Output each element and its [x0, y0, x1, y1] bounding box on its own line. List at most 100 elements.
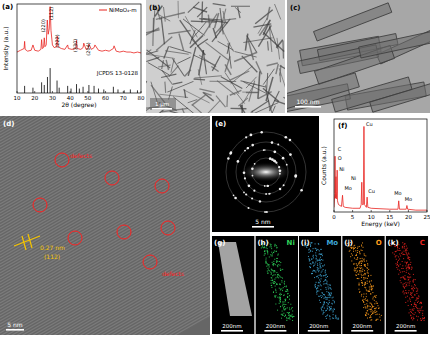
element-signal — [324, 308, 325, 309]
element-signal — [274, 283, 275, 284]
element-signal — [309, 249, 310, 250]
element-signal — [316, 250, 317, 251]
element-signal — [271, 269, 272, 270]
peak-label: (330) — [72, 39, 78, 52]
element-signal — [374, 300, 375, 301]
element-signal — [325, 280, 326, 281]
element-signal — [317, 260, 318, 261]
element-signal — [370, 286, 371, 287]
lattice-fringe — [0, 249, 210, 335]
element-signal — [327, 305, 328, 306]
element-signal — [280, 297, 281, 298]
element-signal — [275, 282, 276, 283]
element-signal — [280, 298, 281, 299]
element-signal — [273, 261, 274, 262]
nanowire — [280, 66, 285, 79]
element-signal — [279, 276, 280, 277]
element-signal — [365, 273, 366, 274]
element-signal — [368, 276, 369, 277]
reference-stick — [83, 87, 84, 93]
element-signal — [321, 253, 322, 254]
element-signal — [329, 309, 330, 310]
peak-label: Ni — [339, 166, 344, 172]
nanowire — [245, 34, 247, 51]
element-signal — [332, 297, 333, 298]
element-signal — [359, 283, 360, 284]
diffraction-spot — [300, 189, 303, 192]
element-signal — [356, 268, 357, 269]
element-signal — [324, 303, 325, 304]
lattice-fringe — [0, 116, 210, 210]
element-signal — [406, 250, 407, 251]
element-signal — [284, 309, 285, 310]
element-signal — [310, 245, 311, 246]
element-signal — [317, 260, 318, 261]
reference-stick — [130, 89, 131, 93]
element-signal — [284, 284, 285, 285]
element-signal — [269, 270, 270, 271]
element-signal — [365, 314, 366, 315]
element-signal — [367, 301, 368, 302]
element-signal — [313, 262, 314, 263]
element-signal — [271, 283, 272, 284]
element-signal — [357, 246, 358, 247]
element-signal — [318, 296, 319, 297]
element-signal — [270, 244, 271, 245]
element-signal — [318, 282, 319, 283]
element-signal — [282, 314, 283, 315]
element-signal — [282, 278, 283, 279]
element-signal — [319, 262, 320, 263]
element-signal — [355, 274, 356, 275]
peak-label: (222) — [54, 34, 60, 47]
chart: 0510152025Energy (keV)Counts (a.u.)(f)CO… — [320, 115, 430, 233]
element-signal — [400, 255, 401, 257]
element-signal — [282, 301, 283, 302]
element-signal — [364, 264, 365, 265]
element-signal — [364, 264, 365, 265]
element-signal — [405, 265, 406, 266]
element-signal — [285, 300, 286, 301]
diffraction-spot — [294, 174, 297, 177]
element-signal — [280, 297, 281, 298]
element-signal — [273, 264, 274, 265]
scale-bar — [6, 329, 24, 331]
element-signal — [312, 262, 313, 263]
element-signal — [317, 287, 318, 288]
panel-label: (j) — [344, 239, 353, 247]
element-signal — [331, 292, 332, 293]
element-signal — [323, 312, 324, 313]
element-signal — [403, 278, 404, 279]
nanowire — [267, 41, 269, 50]
element-signal — [365, 283, 366, 284]
element-signal — [419, 312, 420, 313]
element-signal — [319, 254, 320, 255]
element-signal — [321, 309, 322, 310]
nanowire — [192, 105, 201, 113]
nanowire — [246, 77, 257, 88]
element-signal — [320, 266, 321, 267]
element-signal — [362, 275, 363, 276]
element-signal — [314, 285, 315, 286]
element-signal — [364, 253, 365, 254]
element-signal — [281, 314, 282, 315]
element-signal — [409, 268, 410, 269]
element-signal — [281, 277, 282, 278]
element-signal — [276, 283, 277, 284]
element-signal — [317, 263, 318, 264]
element-signal — [284, 294, 285, 295]
element-signal — [317, 267, 318, 268]
x-tick — [87, 91, 88, 93]
nanowire — [263, 32, 284, 51]
element-signal — [398, 250, 399, 251]
nanowire — [218, 41, 234, 50]
element-signal — [289, 317, 290, 318]
nanowire — [194, 76, 221, 78]
x-tick-label: 70 — [120, 95, 127, 101]
element-signal — [292, 316, 293, 317]
element-signal — [289, 295, 290, 296]
diffraction-spot — [244, 177, 246, 179]
element-signal — [403, 291, 404, 292]
element-signal — [376, 307, 377, 308]
element-signal — [288, 313, 289, 314]
element-signal — [407, 282, 408, 283]
